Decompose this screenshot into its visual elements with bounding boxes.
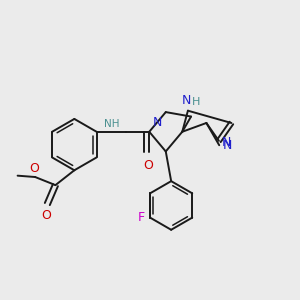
Text: N: N xyxy=(223,139,232,152)
Text: H: H xyxy=(192,97,200,106)
Text: N: N xyxy=(152,116,162,128)
Text: F: F xyxy=(138,211,145,224)
Text: N: N xyxy=(182,94,191,106)
Text: NH: NH xyxy=(104,118,119,128)
Text: O: O xyxy=(41,209,51,222)
Text: N: N xyxy=(222,136,231,149)
Text: O: O xyxy=(143,159,153,172)
Text: O: O xyxy=(29,162,39,175)
